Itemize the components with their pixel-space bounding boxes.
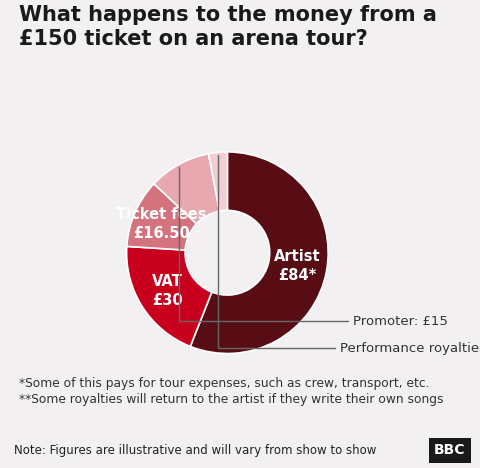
Wedge shape — [127, 246, 212, 346]
Wedge shape — [190, 152, 328, 353]
Text: Artist
£84*: Artist £84* — [275, 249, 321, 283]
Wedge shape — [154, 154, 219, 224]
Text: **Some royalties will return to the artist if they write their own songs: **Some royalties will return to the arti… — [19, 393, 444, 406]
Wedge shape — [208, 152, 228, 211]
Text: What happens to the money from a
£150 ticket on an arena tour?: What happens to the money from a £150 ti… — [19, 5, 437, 49]
Wedge shape — [127, 184, 196, 250]
Text: Promoter: £15: Promoter: £15 — [179, 167, 448, 328]
Text: VAT
£30: VAT £30 — [152, 274, 182, 308]
Text: Ticket fees
£16.50: Ticket fees £16.50 — [117, 207, 207, 241]
Text: Performance royalties: £4.50**: Performance royalties: £4.50** — [218, 155, 480, 355]
Text: *Some of this pays for tour expenses, such as crew, transport, etc.: *Some of this pays for tour expenses, su… — [19, 377, 430, 390]
Text: BBC: BBC — [434, 444, 466, 457]
Text: Note: Figures are illustrative and will vary from show to show: Note: Figures are illustrative and will … — [14, 444, 377, 457]
